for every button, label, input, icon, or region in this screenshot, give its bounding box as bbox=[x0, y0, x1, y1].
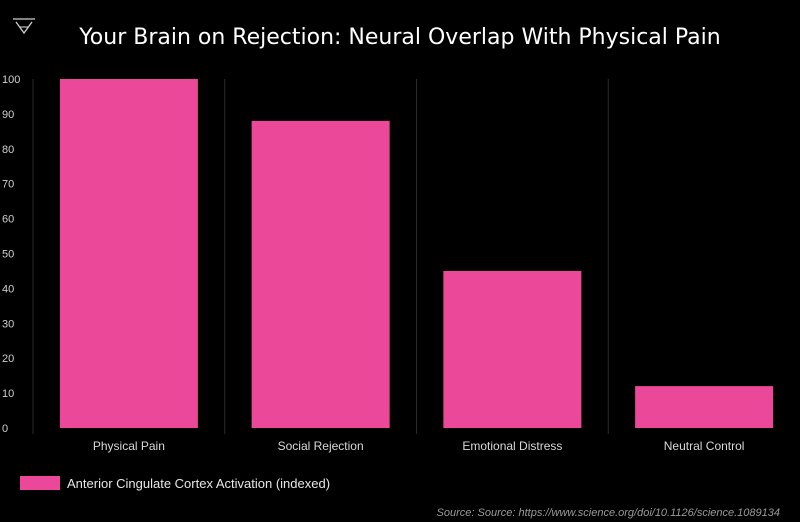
x-tick-label: Neutral Control bbox=[664, 439, 745, 453]
bar bbox=[59, 79, 198, 428]
chart-title: Your Brain on Rejection: Neural Overlap … bbox=[78, 25, 720, 50]
bar bbox=[251, 120, 390, 428]
x-tick-label: Physical Pain bbox=[93, 439, 165, 453]
y-axis: 0 10 20 30 40 50 60 70 80 90 100 bbox=[2, 74, 20, 435]
x-tick-label: Social Rejection bbox=[278, 439, 364, 453]
y-tick-label: 10 bbox=[2, 388, 14, 400]
legend-swatch bbox=[20, 476, 60, 490]
y-tick-label: 60 bbox=[2, 214, 14, 226]
y-tick-label: 90 bbox=[2, 109, 14, 121]
bar bbox=[443, 270, 582, 428]
bar bbox=[635, 386, 774, 428]
y-tick-label: 40 bbox=[2, 283, 14, 295]
y-tick-label: 20 bbox=[2, 353, 14, 365]
y-tick-label: 30 bbox=[2, 318, 14, 330]
y-tick-label: 70 bbox=[2, 179, 14, 191]
y-tick-label: 50 bbox=[2, 249, 14, 261]
source-note: Source: Source: https://www.science.org/… bbox=[437, 507, 780, 519]
grid bbox=[32, 79, 609, 434]
triangle-logo-icon bbox=[13, 18, 35, 35]
y-tick-label: 100 bbox=[2, 74, 20, 86]
bars bbox=[59, 79, 774, 428]
legend-label: Anterior Cingulate Cortex Activation (in… bbox=[67, 476, 330, 491]
legend: Anterior Cingulate Cortex Activation (in… bbox=[20, 476, 330, 491]
y-tick-label: 80 bbox=[2, 144, 14, 156]
y-tick-label: 0 bbox=[2, 423, 8, 435]
x-axis: Physical Pain Social Rejection Emotional D… bbox=[93, 439, 745, 453]
x-tick-label: Emotional Distress bbox=[462, 439, 562, 453]
